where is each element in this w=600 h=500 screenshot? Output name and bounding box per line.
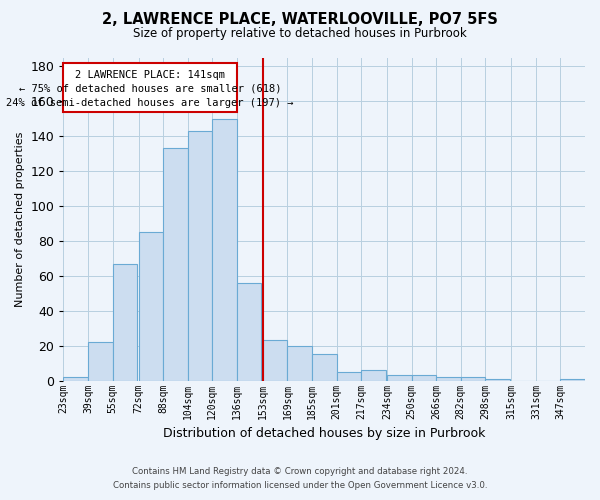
Bar [212, 118, 237, 380]
X-axis label: Distribution of detached houses by size in Purbrook: Distribution of detached houses by size … [163, 427, 485, 440]
Bar [64, 62, 237, 112]
Bar [139, 232, 163, 380]
Bar [485, 379, 510, 380]
Y-axis label: Number of detached properties: Number of detached properties [15, 132, 25, 307]
Bar [188, 131, 212, 380]
Bar [287, 346, 312, 380]
Bar [64, 377, 88, 380]
Bar [560, 379, 585, 380]
Bar [337, 372, 361, 380]
Bar [436, 377, 461, 380]
Bar [263, 340, 287, 380]
Text: 2 LAWRENCE PLACE: 141sqm: 2 LAWRENCE PLACE: 141sqm [75, 70, 225, 80]
Text: 24% of semi-detached houses are larger (197) →: 24% of semi-detached houses are larger (… [7, 98, 294, 108]
Text: Size of property relative to detached houses in Purbrook: Size of property relative to detached ho… [133, 28, 467, 40]
Bar [461, 377, 485, 380]
Text: 2, LAWRENCE PLACE, WATERLOOVILLE, PO7 5FS: 2, LAWRENCE PLACE, WATERLOOVILLE, PO7 5F… [102, 12, 498, 28]
Bar [312, 354, 337, 380]
Bar [113, 264, 137, 380]
Bar [88, 342, 113, 380]
Text: ← 75% of detached houses are smaller (618): ← 75% of detached houses are smaller (61… [19, 84, 281, 94]
Text: Contains public sector information licensed under the Open Government Licence v3: Contains public sector information licen… [113, 481, 487, 490]
Bar [361, 370, 386, 380]
Text: Contains HM Land Registry data © Crown copyright and database right 2024.: Contains HM Land Registry data © Crown c… [132, 467, 468, 476]
Bar [163, 148, 188, 380]
Bar [412, 376, 436, 380]
Bar [387, 376, 412, 380]
Bar [237, 283, 262, 380]
